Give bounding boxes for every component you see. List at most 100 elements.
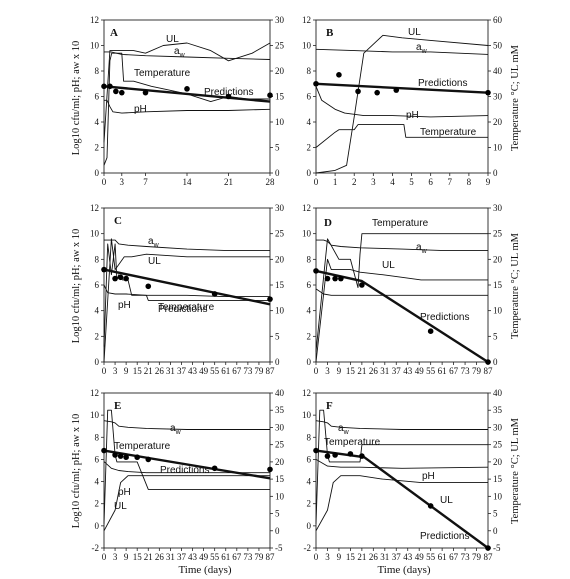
panel-f-x-tick-label: 0 <box>314 552 319 562</box>
panel-a-observed-point <box>118 89 125 96</box>
panel-b-x-tick-label: 1 <box>333 177 338 187</box>
panel-d-observed-point <box>324 275 331 282</box>
panel-d-x-tick-label: 37 <box>392 366 402 376</box>
panel-d-letter: D <box>324 217 332 229</box>
panel-b-right-tick-label: 10 <box>493 143 503 153</box>
panel-e-observed-point <box>211 465 218 472</box>
panel-b-series-ul <box>315 34 489 174</box>
panel-c-right-tick-label: 25 <box>275 229 285 239</box>
panel-b-observed-point <box>374 89 380 96</box>
panel-d-series-ul <box>315 258 488 363</box>
panel-b-left-tick-label: 0 <box>307 168 312 178</box>
panel-c-x-tick-label: 9 <box>124 366 129 376</box>
panel-d-x-tick-label: 55 <box>426 366 436 376</box>
panel-c-left-tick-label: 6 <box>95 280 100 290</box>
panel-a: 0 3 7 14 21 28024681012051015202530AULawTempe… <box>90 15 285 187</box>
panel-d-plot-frame <box>315 207 489 363</box>
panel-b-x-tick-label: 6 <box>428 177 433 187</box>
panel-c-x-tick-label: 26 <box>155 366 165 376</box>
left-axis-label-bottom: Log10 cfu/ml; pH; aw x 10 <box>71 414 82 529</box>
panel-e-right-tick-label: 10 <box>275 491 285 501</box>
panel-f: 0 3 9 15 21 26 31 37 43 49 55 61 67 73 79 87-2024681012… <box>302 388 503 562</box>
panel-f-observed-point <box>347 451 354 457</box>
panel-c-x-tick-label: 61 <box>221 366 230 376</box>
panel-f-series-ph <box>315 459 489 469</box>
panel-d-left-tick-label: 4 <box>307 306 312 316</box>
panel-e-x-tick-label: 15 <box>133 552 143 562</box>
left-axis-label-top: Log10 cfu/ml; pH; aw x 10 <box>71 41 82 156</box>
panel-d-right-tick-label: 20 <box>493 254 503 264</box>
panel-c-right-tick-label: 10 <box>275 306 285 316</box>
panel-e-observed-point <box>117 453 124 459</box>
panel-e-observed-point <box>112 452 118 458</box>
panel-e-observed-point <box>267 466 273 473</box>
panel-d-x-tick-label: 9 <box>337 366 342 376</box>
panel-d-label-temperature: Temperature <box>372 218 429 229</box>
panel-c-letter: C <box>114 215 122 227</box>
panel-f-left-tick-label: 4 <box>307 477 312 487</box>
panel-f-right-tick-label: 35 <box>493 405 503 415</box>
panel-b-series-predictions <box>315 82 489 94</box>
panel-e-observed-point <box>145 456 152 463</box>
panel-f-x-tick-label: 3 <box>325 552 330 562</box>
panel-d-right-tick-label: 25 <box>493 229 503 239</box>
panel-c-x-tick-label: 49 <box>199 366 209 376</box>
panel-a-label-temperature: Temperature <box>134 68 191 79</box>
panel-b-right-tick-label: 20 <box>493 117 503 127</box>
panel-e-left-tick-label: 2 <box>95 499 100 509</box>
panel-e-left-tick-label: 6 <box>95 454 100 464</box>
panel-a-label-predictions: Predictions <box>204 87 253 98</box>
panel-a-right-tick-label: 15 <box>275 92 285 102</box>
panel-e-x-tick-label: 49 <box>199 552 209 562</box>
panel-e-x-tick-label: 37 <box>177 552 187 562</box>
panel-e-label-aw-subscript: w <box>175 429 182 436</box>
panel-e-label-predictions: Predictions <box>160 465 209 476</box>
panel-c-x-tick-label: 55 <box>210 366 220 376</box>
panel-e-x-tick-label: 0 <box>102 552 107 562</box>
panel-d-series-ph <box>315 288 488 296</box>
panel-e-right-tick-label: 5 <box>275 509 280 519</box>
panel-c-x-tick-label: 3 <box>113 366 118 376</box>
panel-c-label-ul: UL <box>148 256 161 267</box>
panel-a-x-tick-label: 7 <box>143 177 148 187</box>
panel-d-right-tick-label: 5 <box>493 331 498 341</box>
panel-d-x-tick-label: 0 <box>314 366 319 376</box>
panel-f-label-aw-subscript: w <box>343 429 350 436</box>
panel-f-x-tick-label: 79 <box>472 552 482 562</box>
panel-d-x-tick-label: 79 <box>472 366 482 376</box>
panel-d-label-aw-subscript: w <box>421 248 428 255</box>
panel-f-x-tick-label: 73 <box>461 552 471 562</box>
panel-d-series-temperature <box>315 233 488 352</box>
right-axis-label-middle: Temperature °C; UL mM <box>510 232 521 339</box>
panel-b-x-tick-label: 3 <box>371 177 376 187</box>
panel-d-label-predictions: Predictions <box>420 312 469 323</box>
panel-f-right-tick-label: 5 <box>493 509 498 519</box>
panel-b-observed-point <box>313 80 319 87</box>
panel-b-left-tick-label: 6 <box>307 92 312 102</box>
panel-f-x-tick-label: 9 <box>337 552 342 562</box>
panel-a-observed-point <box>267 92 273 99</box>
panel-c-label-temperature: Temperature <box>158 302 215 313</box>
panel-c-left-tick-label: 8 <box>95 254 100 264</box>
panel-f-right-tick-label: -5 <box>493 543 501 553</box>
panel-c-x-tick-label: 73 <box>243 366 253 376</box>
panel-e-left-tick-label: 4 <box>95 477 100 487</box>
panel-f-right-tick-label: 40 <box>493 388 503 398</box>
panel-b-observed-point <box>336 72 342 78</box>
panel-d-observed-point <box>485 359 491 365</box>
panel-e-x-tick-label: 43 <box>188 552 198 562</box>
panel-f-x-tick-label: 21 <box>357 552 366 562</box>
panel-d-left-tick-label: 8 <box>307 254 312 264</box>
panel-f-left-tick-label: 2 <box>307 499 312 509</box>
panel-a-x-tick-label: 3 <box>120 177 125 187</box>
panel-e: 0 3 9 15 21 26 31 37 43 49 55 61 67 73 79 87-2024681012… <box>90 388 285 562</box>
panel-b-right-tick-label: 60 <box>493 15 503 25</box>
panel-d-x-tick-label: 26 <box>369 366 379 376</box>
panel-b-observed-point <box>393 87 400 93</box>
panel-f-x-tick-label: 61 <box>438 552 447 562</box>
panel-b-right-tick-label: 30 <box>493 92 503 102</box>
panel-a-right-tick-label: 5 <box>275 143 280 153</box>
panel-b-series-temperature <box>315 124 488 148</box>
panel-c-left-tick-label: 4 <box>95 306 100 316</box>
